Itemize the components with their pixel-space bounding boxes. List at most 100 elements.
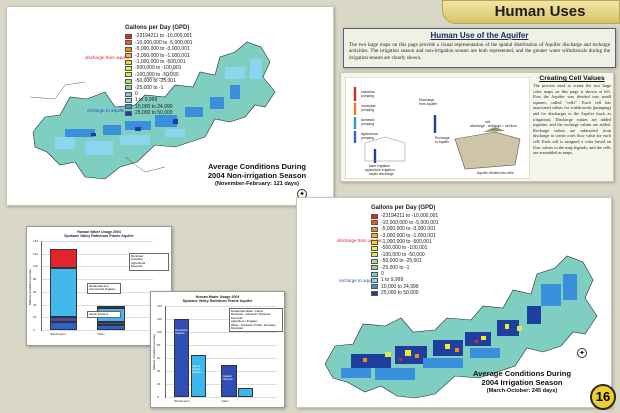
legend-row: 1 to 9,999 — [125, 97, 193, 103]
legend-row: -25,000 to -1 — [125, 85, 193, 91]
map-card-nonirrigation: ✦ discharge from aquifer recharge to aqu… — [6, 6, 334, 206]
intro-box: Human Use of the Aquifer The two large m… — [343, 28, 616, 68]
legend-label: -3,000,000 to -1,000,001 — [381, 232, 436, 239]
legend-label: -500,000 to -100,001 — [135, 65, 182, 72]
legend-row: 0 — [125, 91, 193, 97]
x-tick-label: Idaho — [221, 399, 229, 403]
chart2-ylabel: Millions of Gallons per Day — [152, 334, 156, 370]
legend-swatch — [125, 98, 132, 103]
page-number-badge: 16 — [590, 384, 616, 410]
legend-label: -50,000 to -25,001 — [135, 78, 176, 85]
legend-swatch — [371, 239, 378, 245]
gridline — [166, 306, 277, 307]
discharge-tag-2: discharge from aquifer — [337, 238, 382, 243]
legend-row: -500,000 to -100,001 — [125, 65, 193, 71]
legend-swatch — [125, 53, 132, 59]
svg-text:from Aquifer: from Aquifer — [419, 102, 438, 106]
diagram-label-8: septic discharge — [369, 172, 394, 176]
legend-label: -1,000,000 to -500,001 — [381, 238, 432, 245]
legend-swatch — [125, 66, 132, 72]
recharge-tag: recharge to aquifer — [87, 108, 125, 113]
gridline — [166, 397, 277, 398]
svg-text:pumping: pumping — [361, 108, 374, 112]
gridline — [166, 332, 277, 333]
chart2-plot: 0 20 40 60 80 100 120 140 Washington Residential … — [157, 304, 277, 403]
legend-swatch — [371, 220, 378, 226]
y-tick-label: 40 — [157, 369, 161, 373]
caption-line2-irr: 2004 Irrigation Season — [481, 378, 563, 387]
legend-label: -5,000,000 to -3,000,001 — [135, 46, 190, 53]
aquifer-map-irrigation — [324, 255, 598, 399]
diagram-label-10: cell — [485, 120, 490, 124]
chart1-legend-3: Domestic — [131, 264, 143, 269]
legend-label: -10,000,000 to -5,000,001 — [135, 39, 193, 46]
y-tick-label: 100 — [157, 330, 163, 334]
gridline — [42, 279, 153, 281]
legend-swatch — [371, 226, 378, 232]
legend-label: 0 — [381, 270, 384, 277]
cells-text: The process used to create the two large… — [533, 83, 611, 156]
legend-irrigation: Gallons per Day (GPD) -23194211 to -10,0… — [371, 205, 439, 296]
y-tick-label: 140 — [157, 304, 163, 308]
chart1-legend-1: Industrial — [131, 257, 143, 262]
y-tick-label: 40 — [33, 302, 37, 307]
chart1-title: Human Water Usage 2004 Spokane Valley Ra… — [27, 230, 171, 239]
chart1-title-line1: Human Water Usage 2004 — [77, 230, 121, 234]
legend-swatch — [371, 271, 378, 277]
gridline — [42, 266, 153, 268]
chart2-title: Human Water Usage 2004 Spokane Valley Ra… — [151, 295, 284, 304]
bar-segment — [50, 267, 78, 318]
legend-row: -100,000 to -50,000 — [371, 252, 439, 258]
diagram-label-5: Recharge — [435, 136, 450, 140]
legend-label: 10,000 to 24,999 — [381, 283, 419, 290]
legend-swatch — [125, 91, 132, 97]
legend-label: -500,000 to -100,001 — [381, 245, 428, 252]
legend-swatch — [125, 46, 132, 52]
chart1-legend: Municipal Industrial Agricultural Domest… — [129, 253, 169, 271]
legend-row: -50,000 to -25,001 — [371, 258, 439, 264]
bar-label: Residential Irrigation — [175, 329, 188, 335]
cells-heading: Creating Cell Values — [539, 75, 605, 82]
legend-row: -3,000,000 to -1,000,001 — [371, 233, 439, 239]
bar-segment — [97, 322, 125, 325]
legend-row: -23194211 to -10,000,001 — [125, 33, 193, 39]
chart2-legend-1: Municipal - Industrial / Business, Domes… — [231, 312, 272, 320]
y-tick-label: 120 — [157, 317, 163, 321]
chart2-legend-3: Water - Industrial / Public, Domestic, M… — [231, 322, 277, 331]
chart-stacked: Human Water Usage 2004 Spokane Valley Ra… — [26, 226, 172, 346]
gridline — [42, 304, 153, 306]
bar-segment — [50, 248, 78, 268]
legend-swatch — [371, 278, 378, 283]
legend-row: 10,000 to 24,999 — [125, 104, 193, 110]
legend-label: 25,000 to 50,000 — [381, 290, 419, 297]
y-tick-label: 60 — [157, 356, 161, 360]
diagram-label-6: lawn irrigation — [369, 164, 390, 168]
bar — [238, 387, 254, 397]
diagram-label-7: agriculture irrigation — [365, 168, 395, 172]
legend-swatch — [371, 284, 378, 290]
legend-swatch — [125, 104, 132, 110]
chart1-legend-0: Municipal — [131, 254, 143, 258]
legend-swatch — [371, 252, 378, 258]
y-tick-label: 20 — [157, 382, 161, 386]
y-tick-label: 120 — [33, 251, 39, 256]
legend-row: -50,000 to -25,001 — [125, 78, 193, 84]
legend-swatch — [125, 72, 132, 78]
legend-nonirrigation: Gallons per Day (GPD) -23194211 to -10,0… — [125, 25, 193, 116]
discharge-tag: discharge from aquifer — [85, 55, 130, 60]
legend-label: 1 to 9,999 — [381, 277, 404, 284]
legend-row: -500,000 to -100,001 — [371, 245, 439, 251]
legend-row: -5,000,000 to -3,000,001 — [371, 226, 439, 232]
svg-text:pumping: pumping — [361, 136, 374, 140]
legend-label: -100,000 to -50,000 — [135, 71, 179, 78]
chart2-legend-0: Residential Water / Indoor — [231, 309, 264, 313]
svg-text:pumping: pumping — [361, 94, 374, 98]
legend-label: 1 to 9,999 — [135, 97, 158, 104]
intro-heading: Human Use of the Aquifer — [430, 31, 529, 40]
legend-title: Gallons per Day (GPD) — [125, 25, 190, 31]
caption-line3-irr: (March-October: 245 days) — [486, 388, 558, 394]
gridline — [42, 241, 153, 242]
svg-text:pumping: pumping — [361, 122, 374, 126]
legend-label: 0 — [135, 90, 138, 97]
